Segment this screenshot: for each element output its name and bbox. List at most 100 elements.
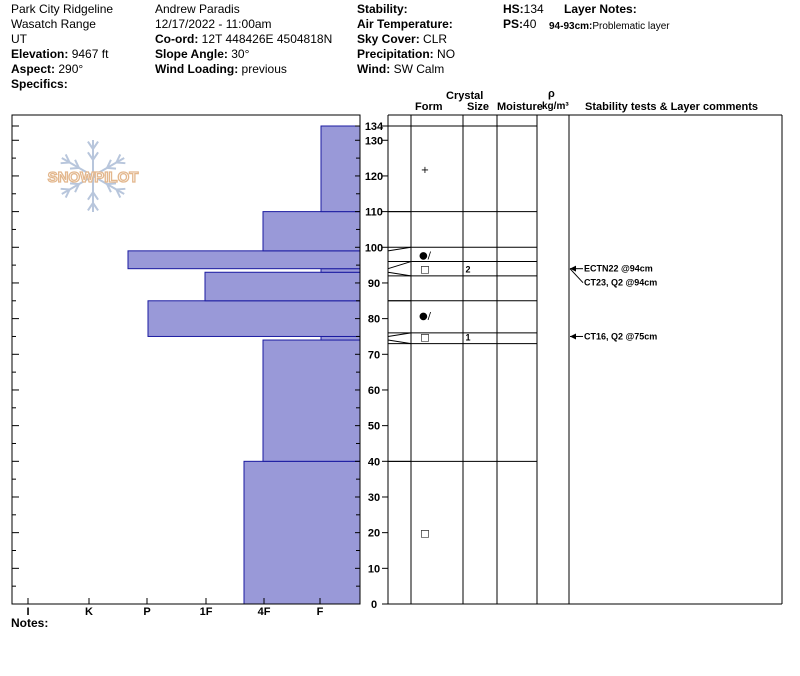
slope-value: 30° [231, 47, 250, 61]
form-header: Form [415, 101, 443, 113]
height-tick-label: 80 [368, 314, 380, 326]
aspect-label: Aspect: [11, 62, 56, 76]
state-name: UT [11, 32, 27, 46]
snowflake-branch [69, 166, 80, 170]
snowflake-arm [92, 175, 125, 195]
header-col3: Stability: Air Temperature: Sky Cover: C… [357, 2, 455, 77]
test-arrow-icon [570, 333, 576, 340]
test-label: CT23, Q2 @94cm [584, 278, 657, 288]
hardness-bar [147, 300, 361, 337]
height-tick-label: 10 [368, 563, 380, 575]
hardness-tick-label: P [143, 606, 150, 618]
layer-connector [387, 339, 412, 345]
hs-value: 134 [523, 2, 544, 16]
grain-form-symbol: + [421, 165, 429, 176]
precip-label: Precipitation: [357, 47, 434, 61]
sky-label: Sky Cover: [357, 32, 420, 46]
hardness-bar [320, 335, 361, 341]
snowflake-branch [87, 191, 94, 201]
elevation-value: 9467 ft [71, 47, 109, 61]
stability-tests-header: Stability tests & Layer comments [585, 101, 758, 113]
height-tick-label: 60 [368, 385, 380, 397]
snowflake-branch [60, 187, 70, 191]
hardness-bar [262, 339, 361, 462]
hardness-bars [127, 125, 361, 605]
header-col1: Park City Ridgeline Wasatch Range UT Ele… [11, 2, 113, 92]
snowflake-branch [92, 141, 99, 150]
coord-value: 12T 448426E 4504818N [201, 32, 333, 46]
observer-name: Andrew Paradis [155, 2, 240, 16]
snowflake-icon [60, 140, 126, 212]
snowflake-branch [106, 166, 117, 170]
location-name: Park City Ridgeline [11, 2, 114, 16]
rho-header: ρ [548, 88, 555, 100]
snowflake-branch [69, 182, 80, 186]
snowflake-arm [61, 175, 94, 195]
stability-tests: ECTN22 @94cm CT23, Q2 @94cm CT16, Q2 @75cm [569, 264, 657, 341]
grain-form-symbol: ●/ [419, 311, 432, 322]
hardness-tick-label: K [85, 606, 93, 618]
snowflake-branch [106, 183, 112, 193]
height-axis: 0 10 20 30 40 50 60 70 80 90 100 110 120 130 134 [12, 121, 388, 611]
hardness-tick-label: 1F [200, 606, 213, 618]
layer-notes-label: Layer Notes: [564, 2, 637, 16]
layer-connector [387, 332, 412, 337]
hardness-panel-frame [11, 114, 361, 605]
moisture-header: Moisture [497, 101, 543, 113]
layer-note-range: 94-93cm: [549, 21, 593, 32]
height-tick-label: 134 [365, 121, 384, 133]
layer-connector [387, 261, 412, 270]
stability-label: Stability: [357, 2, 408, 16]
snowflake-branch [87, 202, 94, 211]
snowflake-branch [106, 182, 117, 186]
height-tick-label: 40 [368, 456, 380, 468]
hardness-bar [204, 271, 361, 302]
hardness-bar [320, 268, 361, 273]
coord-label: Co-ord: [155, 32, 199, 46]
height-tick-label: 100 [365, 242, 383, 254]
sky-row: Sky Cover: CLR [357, 32, 455, 47]
snowflake-branch [115, 153, 122, 163]
snowflake-branch [74, 159, 80, 169]
snowflake-branch [74, 183, 80, 193]
snowflake-branch [87, 151, 94, 161]
wind-loading-row: Wind Loading: previous [155, 62, 332, 77]
snowflake-branch [116, 187, 126, 191]
grain-form-symbol: □ [420, 332, 429, 343]
wind-label: Wind: [357, 62, 391, 76]
layer-note-text: Problematic layer [592, 21, 670, 32]
grain-size-label: 1 [465, 332, 470, 342]
layer-boundaries [387, 125, 537, 462]
snowflake-branch [64, 189, 71, 199]
precip-value: NO [437, 47, 456, 61]
hardness-tick-label: 4F [258, 606, 271, 618]
snowflake-arm [92, 157, 125, 177]
hardness-axis: I K P 1F 4F F [26, 598, 324, 618]
hardness-bar [320, 125, 361, 213]
layer-table [387, 114, 783, 605]
elevation-label: Elevation: [11, 47, 69, 61]
height-tick-label: 90 [368, 278, 380, 290]
slope-label: Slope Angle: [155, 47, 228, 61]
sky-value: CLR [423, 32, 448, 46]
ps-row: PS:40 [503, 17, 544, 32]
height-tick-label: 50 [368, 421, 380, 433]
snowflake-branch [106, 159, 112, 169]
test-leader-line [569, 268, 584, 284]
hs-row: HS:134 [503, 2, 544, 17]
snowflake-branch [60, 161, 70, 165]
grain-symbols: + ●/ □ 2 ●/ □ 1 □ [419, 165, 471, 540]
snowflake-branch [92, 202, 99, 211]
layer-connector [387, 271, 412, 277]
hardness-bar [262, 211, 361, 252]
stability-row: Stability: [357, 2, 455, 17]
header-hs-ps: HS:134 PS:40 [503, 2, 544, 32]
height-tick-label: 20 [368, 528, 380, 540]
header-col2: Andrew Paradis 12/17/2022 - 11:00am Co-o… [155, 2, 332, 77]
wind-loading-label: Wind Loading: [155, 62, 239, 76]
header-layer-notes: Layer Notes: [564, 2, 637, 17]
air-temp-row: Air Temperature: [357, 17, 455, 32]
hs-label: HS: [503, 2, 524, 16]
height-tick-label: 110 [365, 207, 383, 219]
